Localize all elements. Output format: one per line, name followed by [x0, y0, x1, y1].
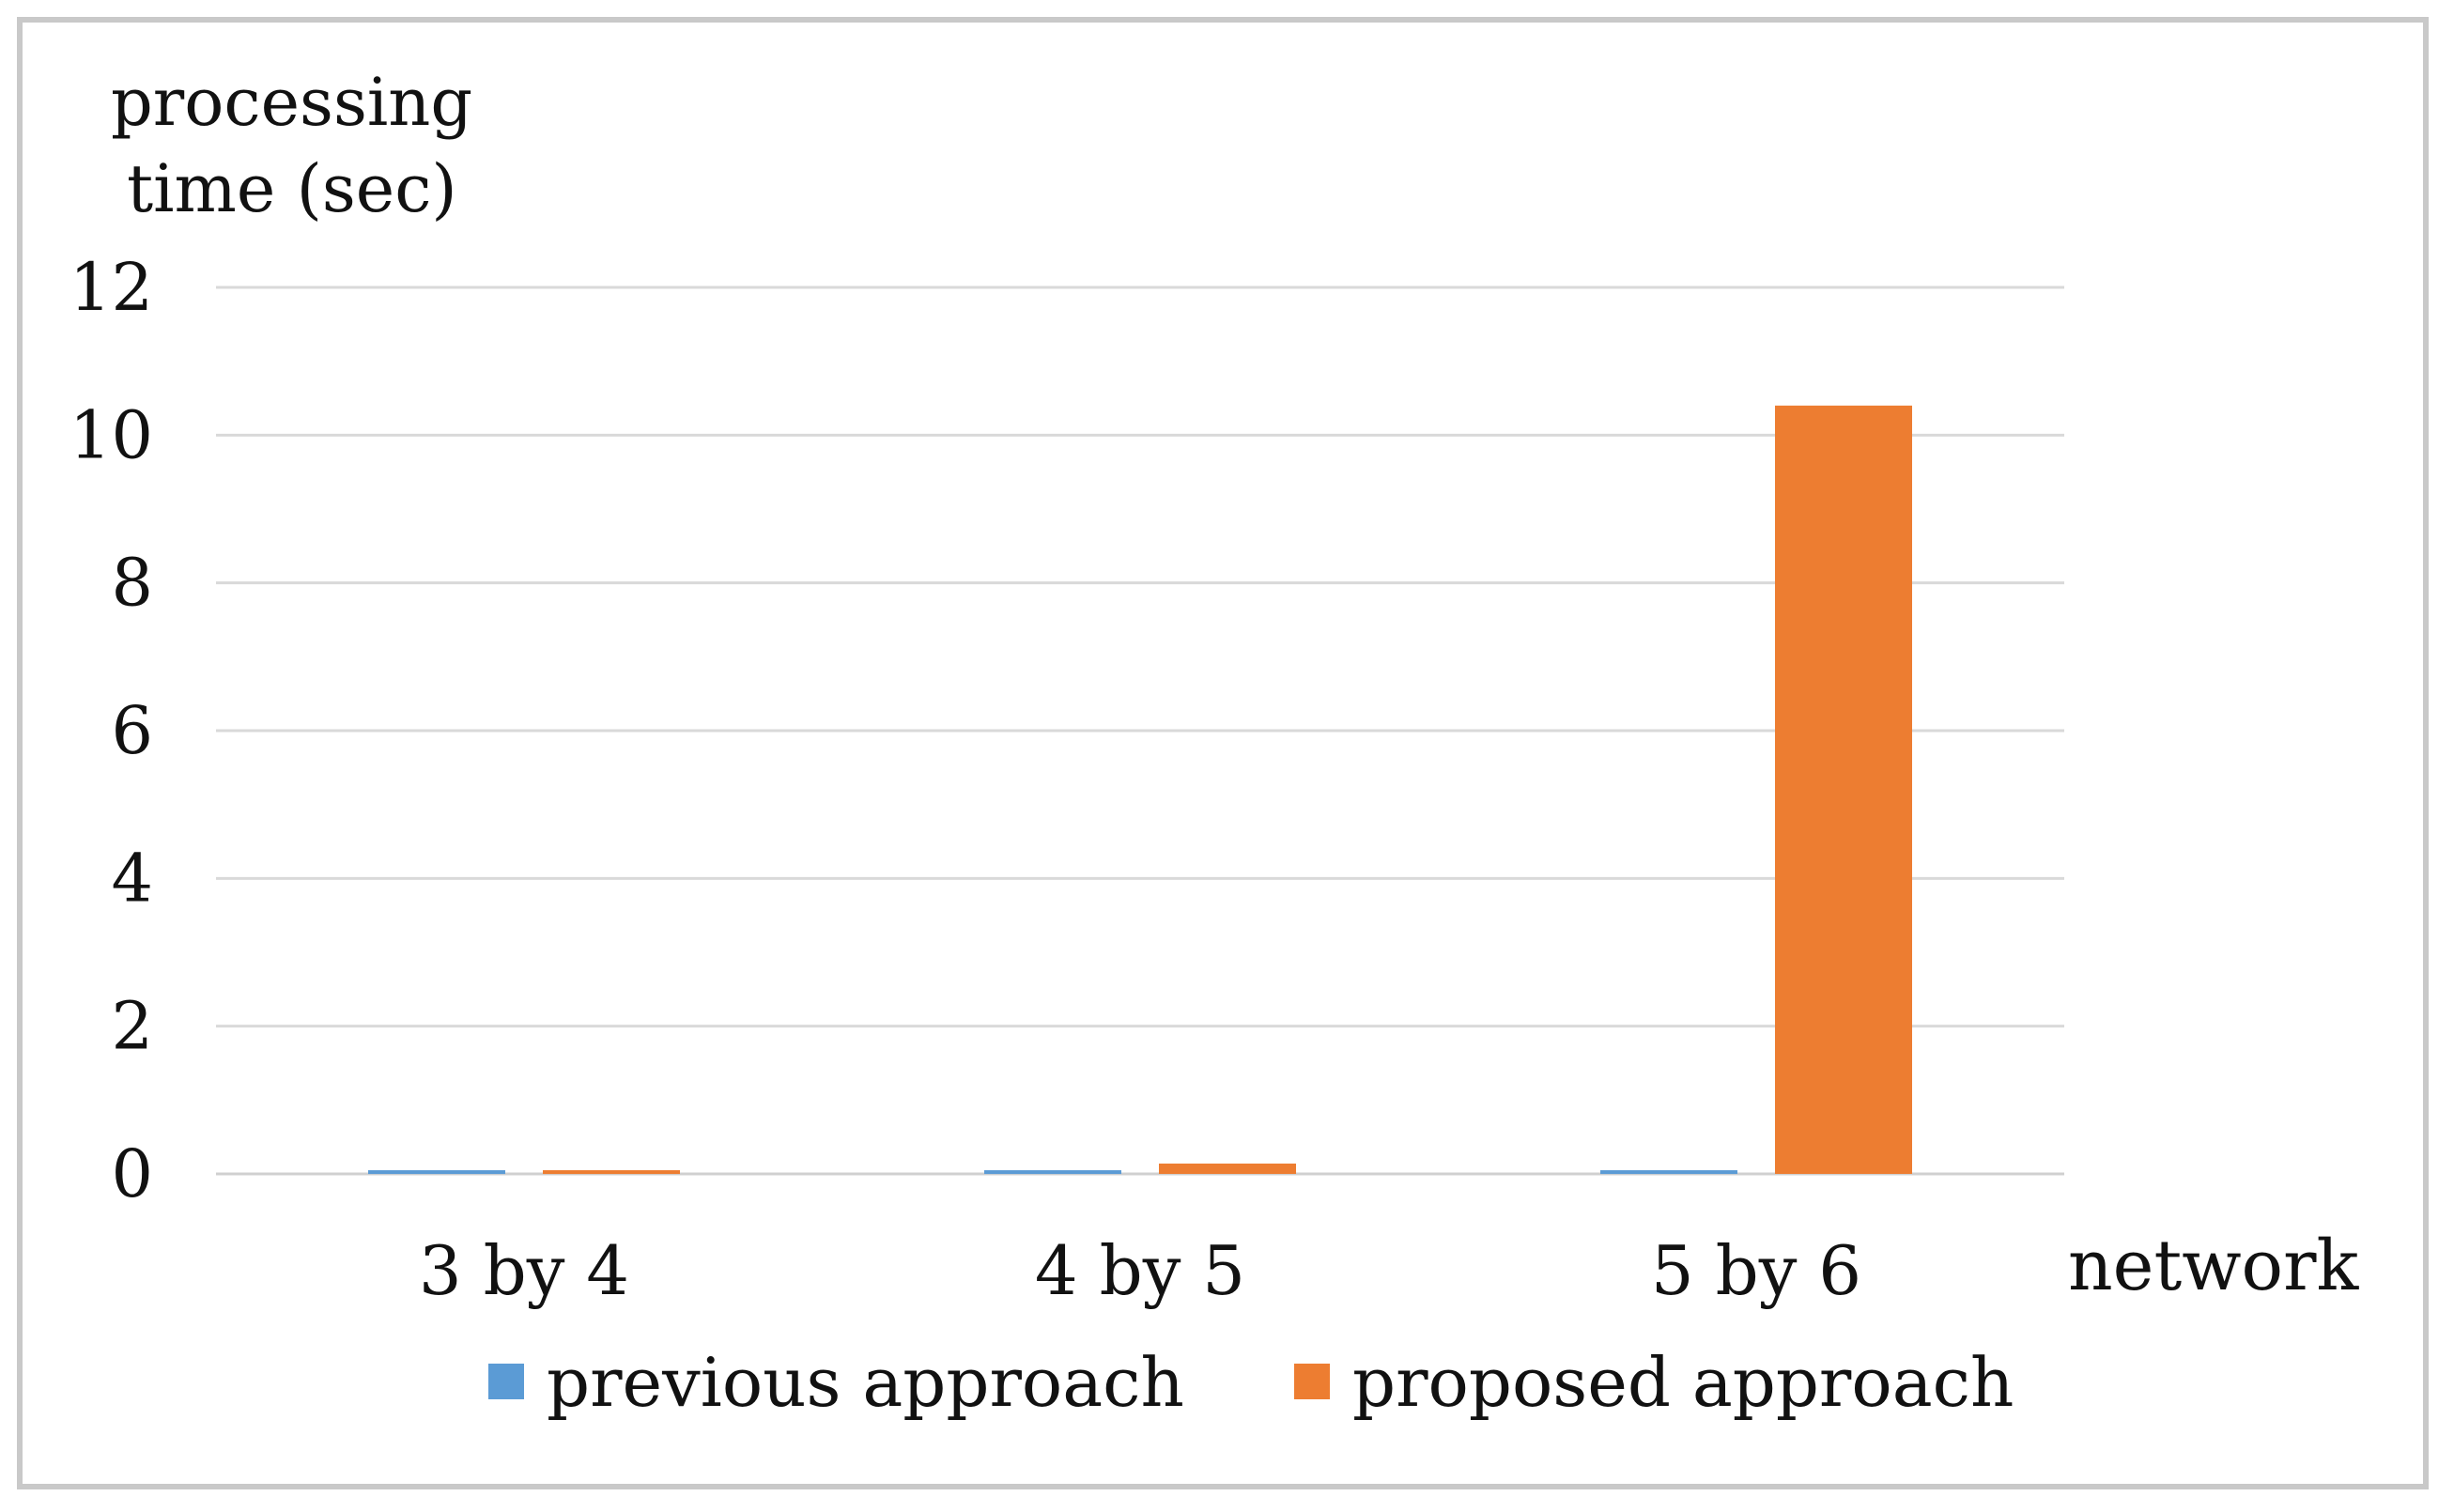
y-tick-label: 4: [111, 840, 153, 917]
y-axis-title-line2: time (sec): [127, 150, 457, 227]
y-tick-label: 6: [111, 692, 153, 769]
y-tick-label: 0: [111, 1135, 153, 1212]
y-tick-label: 10: [69, 396, 153, 473]
legend-swatch: [1294, 1364, 1330, 1399]
bar-previous-approach-5-by-6: [1600, 1170, 1737, 1175]
y-axis-title-line1: processing: [111, 64, 472, 141]
chart-frame: [17, 17, 2429, 1489]
bars: [368, 405, 1912, 1175]
x-tick-labels: 3 by 4 4 by 5 5 by 6: [419, 1231, 1861, 1310]
bar-proposed-approach-4-by-5: [1159, 1163, 1296, 1174]
legend-swatch: [488, 1364, 524, 1399]
bar-previous-approach-4-by-5: [984, 1170, 1121, 1175]
gridlines: [216, 285, 2064, 1176]
x-tick-label: 4 by 5: [1035, 1231, 1245, 1310]
x-tick-label: 3 by 4: [419, 1231, 629, 1310]
legend: previous approach proposed approach: [488, 1343, 2014, 1422]
y-tick-label: 12: [69, 249, 153, 326]
legend-label: proposed approach: [1352, 1343, 2014, 1422]
bar-proposed-approach-3-by-4: [543, 1170, 680, 1175]
bar-proposed-approach-5-by-6: [1775, 405, 1912, 1174]
x-axis-title: network: [2068, 1226, 2359, 1306]
y-tick-label: 8: [111, 545, 153, 622]
y-tick-labels: 0 2 4 6 8 10 12: [69, 249, 153, 1212]
bar-previous-approach-3-by-4: [368, 1170, 505, 1175]
x-tick-label: 5 by 6: [1651, 1231, 1861, 1310]
legend-label: previous approach: [547, 1343, 1184, 1422]
y-tick-label: 2: [111, 988, 153, 1065]
